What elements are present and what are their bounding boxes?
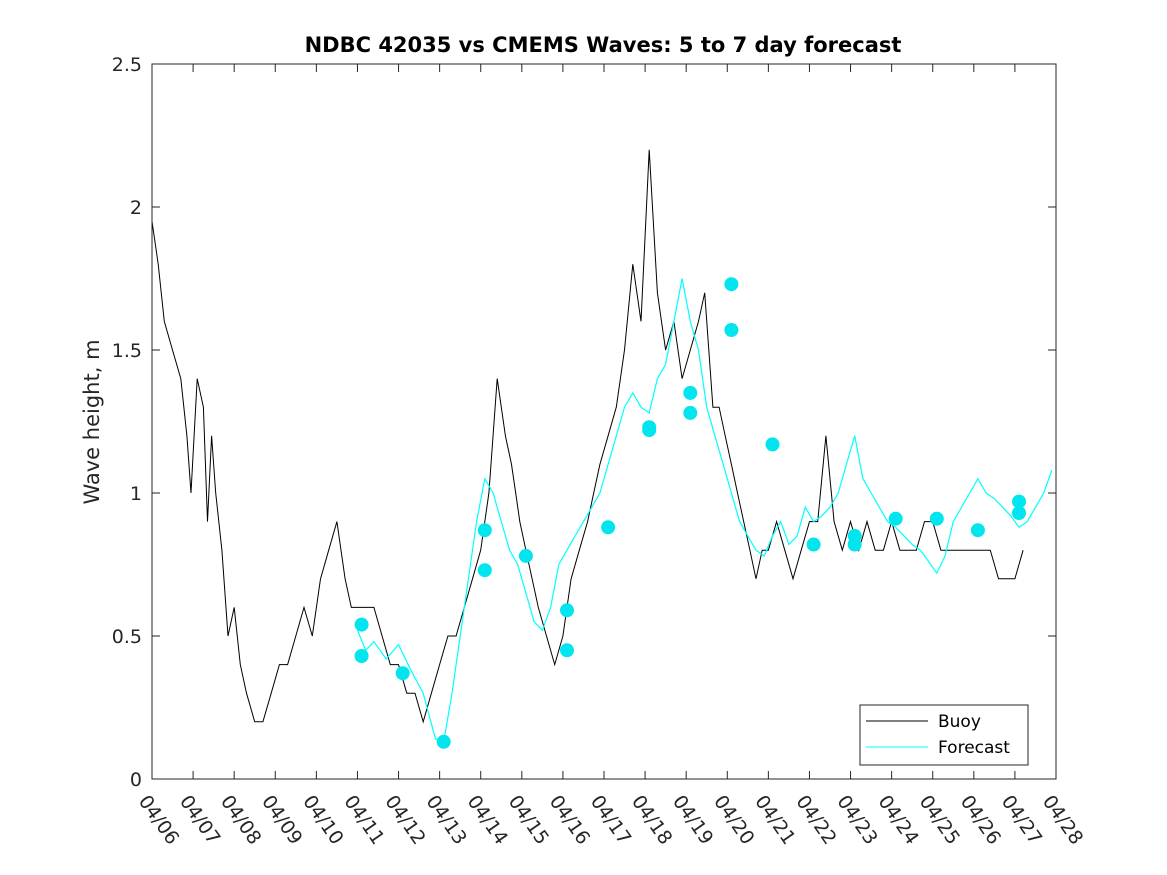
y-tick-label: 1.5 <box>112 340 142 362</box>
forecast-marker <box>765 437 780 452</box>
forecast-marker <box>354 617 369 632</box>
x-tick-label: 04/24 <box>874 791 923 848</box>
forecast-marker <box>395 666 410 681</box>
y-tick-label: 2 <box>130 197 142 219</box>
x-tick-label: 04/10 <box>298 791 347 848</box>
forecast-marker <box>683 385 698 400</box>
x-tick-label: 04/15 <box>504 791 553 848</box>
x-tick-label: 04/16 <box>545 791 594 848</box>
x-tick-label: 04/19 <box>668 791 717 848</box>
forecast-series <box>356 278 1053 743</box>
x-tick-label: 04/09 <box>257 791 306 848</box>
x-tick-label: 04/06 <box>134 791 183 848</box>
forecast-marker <box>683 405 698 420</box>
forecast-line <box>356 278 1053 743</box>
forecast-marker <box>970 523 985 538</box>
forecast-marker <box>724 277 739 292</box>
forecast-marker <box>560 603 574 618</box>
forecast-marker <box>601 520 616 535</box>
y-tick-label: 0.5 <box>112 626 142 648</box>
buoy-line <box>151 149 1024 724</box>
y-tick-label: 1 <box>130 483 142 505</box>
x-tick-label: 04/25 <box>915 791 964 848</box>
x-tick-label: 04/26 <box>956 791 1005 848</box>
y-axis-label: Wave height, m <box>80 339 104 504</box>
forecast-marker <box>1012 506 1026 520</box>
x-tick-label: 04/18 <box>627 791 676 848</box>
x-tick-label: 04/07 <box>175 791 224 848</box>
x-tick-label: 04/27 <box>997 791 1046 848</box>
x-tick-label: 04/11 <box>339 791 388 848</box>
x-tick-label: 04/12 <box>380 791 429 848</box>
y-tick-label: 0 <box>130 769 142 791</box>
x-tick-label: 04/22 <box>791 791 840 848</box>
forecast-marker <box>560 643 574 658</box>
forecast-marker <box>354 649 369 663</box>
forecast-marker <box>477 563 492 578</box>
forecast-marker <box>888 511 903 526</box>
forecast-marker <box>806 537 821 552</box>
legend: Buoy Forecast <box>859 704 1029 766</box>
forecast-marker <box>518 548 533 563</box>
forecast-marker <box>724 323 739 337</box>
legend-box <box>859 704 1029 766</box>
forecast-marker <box>847 537 862 552</box>
y-tick-label: 2.5 <box>112 54 142 76</box>
x-tick-label: 04/21 <box>750 791 799 848</box>
y-axis: 0 0.5 1 1.5 2 2.5 <box>112 54 1056 791</box>
legend-forecast-label: Forecast <box>938 738 1010 758</box>
x-tick-label: 04/14 <box>463 791 512 848</box>
forecast-marker <box>929 511 944 526</box>
legend-buoy-label: Buoy <box>938 712 981 732</box>
forecast-marker <box>436 734 451 749</box>
x-tick-label: 04/28 <box>1038 791 1087 848</box>
plot-background <box>152 64 1056 779</box>
x-tick-label: 04/08 <box>216 791 265 848</box>
x-tick-label: 04/20 <box>709 791 758 848</box>
buoy-series <box>151 149 1024 724</box>
x-tick-label: 04/17 <box>586 791 635 848</box>
chart-title: NDBC 42035 vs CMEMS Waves: 5 to 7 day fo… <box>305 33 902 57</box>
forecast-marker <box>477 523 492 538</box>
x-tick-label: 04/23 <box>832 791 881 848</box>
forecast-marker <box>1012 494 1026 509</box>
x-tick-label: 04/13 <box>422 791 471 848</box>
forecast-markers <box>354 277 1026 749</box>
forecast-marker <box>642 423 657 438</box>
